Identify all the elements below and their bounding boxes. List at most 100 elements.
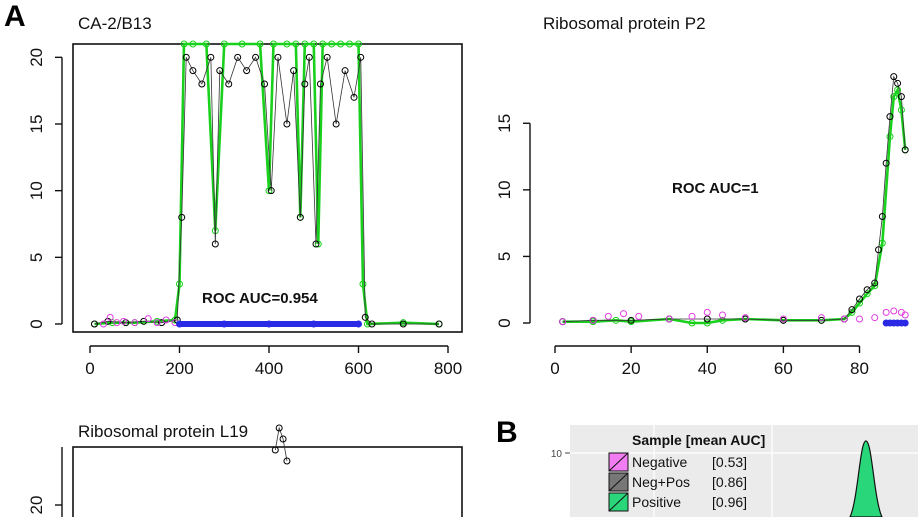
data-point [817, 314, 825, 322]
data-point [120, 317, 128, 325]
y-tick-label: 15 [495, 114, 514, 133]
data-point [182, 53, 190, 61]
data-point [189, 40, 197, 48]
data-point [216, 67, 224, 75]
data-point [267, 187, 275, 195]
plot-frame [72, 446, 463, 517]
legend: Sample [mean AUC] Negative [0.53] Neg+Pos [… [608, 432, 765, 512]
data-point [234, 53, 242, 61]
data-point [890, 307, 898, 315]
data-point [718, 311, 726, 319]
x-tick-label: 200 [165, 359, 193, 378]
series-line [94, 56, 440, 325]
data-point [90, 320, 98, 328]
series-0 [559, 86, 909, 327]
auc-annotation: ROC AUC=1 [672, 180, 759, 197]
data-point [875, 246, 883, 254]
data-point [435, 320, 443, 328]
data-point [252, 53, 260, 61]
data-point [144, 315, 152, 323]
data-point [620, 310, 628, 318]
chart-title: CA-2/B13 [78, 14, 152, 33]
data-point [207, 53, 215, 61]
data-point [346, 40, 354, 48]
data-point [256, 40, 264, 48]
data-point [211, 240, 219, 248]
legend-swatch-slash [608, 492, 629, 512]
data-point [312, 240, 320, 248]
data-point [113, 319, 121, 327]
data-point [301, 40, 309, 48]
data-point [153, 319, 161, 327]
series-line [562, 75, 906, 323]
data-point [323, 53, 331, 61]
data-point [238, 40, 246, 48]
data-point [604, 312, 612, 320]
data-point [882, 308, 890, 316]
data-point [283, 120, 291, 128]
data-point [202, 40, 210, 48]
x-tick-label: 20 [622, 359, 641, 378]
legend-swatch-slash [608, 452, 629, 472]
series-1 [90, 53, 443, 328]
data-point [779, 315, 787, 323]
x-tick-label: 40 [698, 359, 717, 378]
data-point [897, 93, 905, 101]
legend-value: [0.96] [712, 494, 747, 510]
data-point [703, 319, 711, 327]
data-point [301, 80, 309, 88]
data-point [290, 67, 298, 75]
y-tick-label: 20 [27, 496, 46, 515]
data-point [882, 159, 890, 167]
density-chart: 10 Sample [mean AUC] Negative [0.53] Neg+P… [551, 425, 918, 517]
legend-item: Neg+Pos [0.86] [608, 472, 747, 492]
data-point [817, 316, 825, 324]
data-point [703, 308, 711, 316]
data-point [741, 314, 749, 322]
y-tick-label: 5 [27, 253, 46, 262]
chart-ribosomal-p2: Ribosomal protein P2 ROC AUC=1 0 20 40 60 80… [495, 14, 909, 378]
data-point [359, 280, 367, 288]
data-point [279, 435, 287, 443]
x-tick-label: 60 [774, 359, 793, 378]
series-line [562, 86, 907, 325]
data-point [283, 457, 291, 465]
series-2 [559, 307, 909, 326]
data-point [176, 280, 183, 288]
data-point [840, 315, 848, 323]
data-point [886, 133, 894, 141]
data-point [274, 53, 282, 61]
data-point [271, 446, 279, 454]
data-point [871, 314, 879, 322]
x-tick-label: 0 [550, 359, 559, 378]
legend-label: Neg+Pos [632, 474, 690, 490]
data-point [220, 40, 228, 48]
series-line [274, 426, 288, 462]
x-tick-label: 600 [344, 359, 372, 378]
data-point [589, 316, 597, 324]
data-point [332, 120, 340, 128]
data-point [878, 212, 886, 220]
data-point [688, 319, 696, 327]
data-point [863, 286, 871, 294]
data-point [886, 113, 894, 121]
data-point [162, 316, 170, 324]
data-point [894, 79, 902, 87]
series-2 [99, 313, 179, 328]
y-tick-label: 0 [495, 318, 514, 327]
auc-annotation: ROC AUC=0.954 [202, 290, 318, 307]
data-point [225, 80, 233, 88]
x-tick-label: 80 [850, 359, 869, 378]
legend-label: Positive [632, 494, 681, 510]
data-point [305, 53, 313, 61]
legend-label: Negative [632, 454, 687, 470]
data-point [296, 213, 304, 221]
data-point [189, 67, 197, 75]
panel-letter-b: B [496, 416, 518, 449]
data-point [357, 53, 365, 61]
legend-item: Positive [0.96] [608, 492, 747, 512]
legend-value: [0.86] [712, 474, 747, 490]
data-point [265, 187, 273, 195]
y-tick-label: 5 [495, 252, 514, 261]
y-tick-label: 15 [27, 115, 46, 134]
